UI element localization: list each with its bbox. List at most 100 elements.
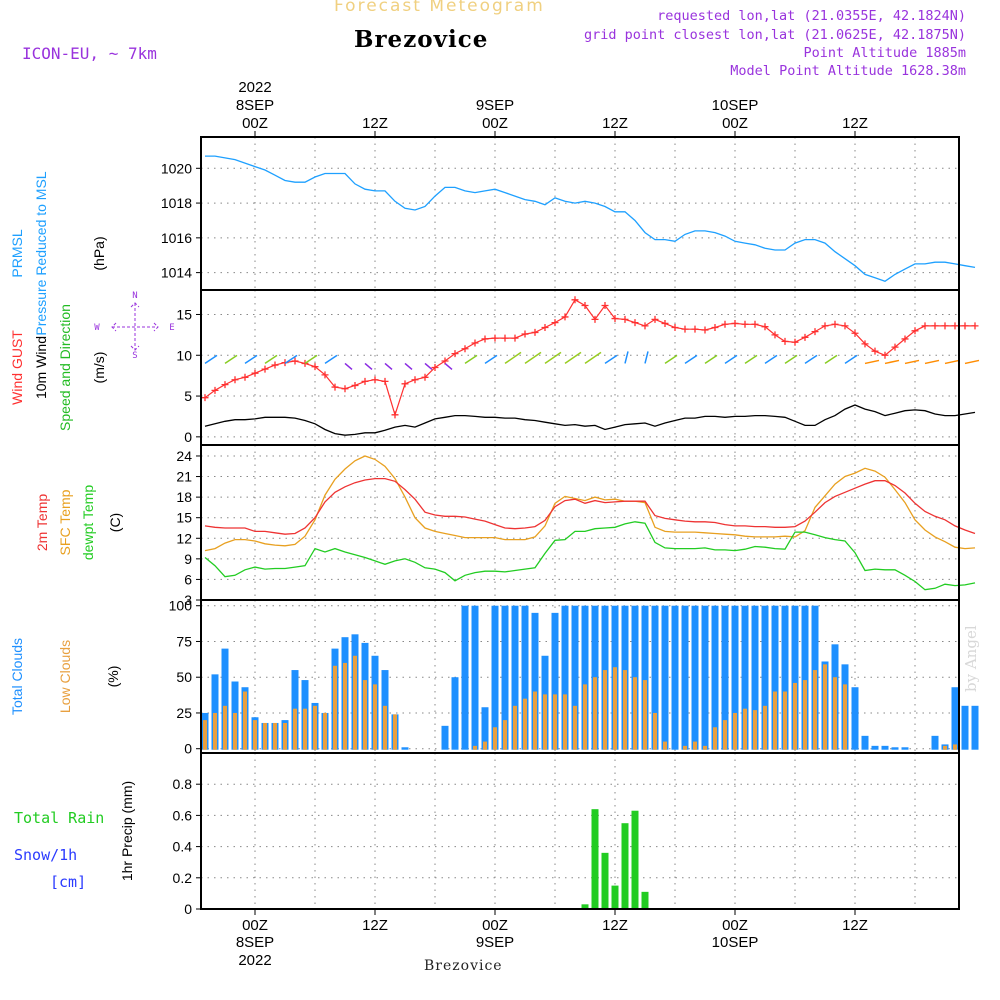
temperature-ylabel-line: (C) [107, 513, 123, 532]
gust-marker [361, 377, 369, 385]
pressure-ylabel-line: (hPa) [91, 236, 107, 270]
gust-marker [651, 315, 659, 323]
low-clouds-bar [553, 694, 557, 750]
total-clouds-bar [851, 687, 859, 750]
gust-marker [321, 371, 329, 379]
low-clouds-bar [723, 720, 727, 750]
total-clouds-bar [551, 612, 559, 750]
total-clouds-bar [681, 605, 689, 750]
wind-direction-arrow [884, 359, 900, 365]
gust-marker [501, 334, 509, 342]
rain-bar [611, 885, 619, 909]
rain-bar [641, 891, 649, 909]
gust-marker [721, 320, 729, 328]
gust-marker [261, 365, 269, 373]
y-tick-label: 1014 [161, 265, 192, 281]
total-clouds-bar [751, 605, 759, 750]
rain-bar [621, 823, 629, 909]
wind-direction-arrow [664, 354, 678, 365]
low-clouds-bar [503, 720, 507, 750]
low-clouds-bar [223, 705, 227, 750]
wind-direction-arrow [404, 362, 413, 370]
data-layer [201, 155, 980, 909]
snow-side-label: Snow/1h [14, 846, 77, 864]
total-clouds-bar [731, 605, 739, 750]
gust-marker [941, 322, 949, 330]
total-clouds-bar [221, 648, 229, 750]
gust-marker [251, 369, 259, 377]
total-clouds-bar [931, 735, 939, 750]
total-clouds-bar [701, 605, 709, 750]
low-clouds-bar [563, 694, 567, 750]
panel-frame [200, 752, 960, 910]
low-clouds-bar [663, 741, 667, 750]
footer-location: Brezovice [424, 958, 503, 974]
pressure-line [205, 155, 976, 283]
wind-direction-arrow [904, 359, 920, 365]
wind-direction-arrow [264, 354, 278, 365]
total-clouds-bar [791, 605, 799, 750]
gust-marker [861, 340, 869, 348]
total-clouds-bar [761, 605, 769, 750]
panel-frames [196, 131, 960, 915]
snow-unit-label: [cm] [50, 873, 86, 891]
wind-direction-arrow [344, 362, 353, 370]
low-clouds-bar [783, 691, 787, 750]
temperature-ylabel-line: 2m Temp [34, 494, 50, 552]
y-tick-label: 18 [176, 489, 192, 505]
total-clouds-bar [951, 687, 959, 750]
gust-marker [961, 322, 969, 330]
wind-direction-arrow [284, 354, 298, 365]
total-clouds-bar [781, 605, 789, 750]
wind-direction-arrow [324, 354, 338, 365]
low-clouds-bar [533, 691, 537, 750]
wind-direction-arrow [484, 354, 498, 365]
gust-marker [641, 322, 649, 330]
gust-marker [711, 324, 719, 332]
low-clouds-bar [733, 712, 737, 750]
total-clouds-bar [711, 605, 719, 750]
temperature-ylabel-line: SFC Temp [57, 489, 73, 555]
wind-ylabel-line: Speed and Direction [57, 304, 73, 431]
low-clouds-bar [713, 727, 717, 750]
low-clouds-bar [273, 722, 277, 750]
gust-marker [831, 320, 839, 328]
bottom-day-label: 8SEP [236, 934, 274, 951]
gust-marker [611, 315, 619, 323]
label-layer: 1014 1016 1018 1020 0 5 10 15 3 6 9 12 15 18 21 24 0 25 50… [9, 79, 868, 969]
low-clouds-bar [833, 677, 837, 750]
gust-marker [441, 357, 449, 365]
y-tick-label: 0.4 [173, 839, 193, 855]
model-label: ICON-EU, ~ 7km [22, 44, 157, 63]
y-tick-label: 1016 [161, 230, 192, 246]
pressure-ylabel-line: Pressure Reduced to MSL [33, 171, 49, 335]
wind-direction-arrow [444, 362, 453, 370]
gust-marker [671, 324, 679, 332]
gust-marker [201, 394, 209, 402]
wind-direction-arrow [244, 354, 258, 365]
wind-direction-arrow [804, 354, 818, 365]
gust-marker [701, 326, 709, 334]
bottom-time-label: 00Z [482, 917, 508, 934]
wind-direction-arrow [724, 354, 738, 365]
gust-marker [781, 337, 789, 345]
gust-marker [561, 313, 569, 321]
rain-bar [601, 852, 609, 909]
wind-direction-arrow [964, 359, 980, 365]
bottom-time-label: 00Z [722, 917, 748, 934]
bottom-time-label: 12Z [842, 917, 868, 934]
clouds-ylabel-line: Low Clouds [57, 640, 73, 713]
bottom-day-label: 10SEP [712, 934, 759, 951]
gust-marker [971, 322, 979, 330]
low-clouds-bar [363, 680, 367, 750]
low-clouds-bar [243, 691, 247, 750]
top-time-label: 12Z [362, 115, 388, 132]
low-clouds-bar [823, 664, 827, 750]
gust-marker [811, 328, 819, 336]
y-tick-label: 0.8 [173, 776, 193, 792]
wind-ylabel-line: Wind GUST [9, 330, 25, 405]
low-clouds-bar [373, 684, 377, 750]
grid-layer [201, 137, 959, 910]
gust-marker [411, 376, 419, 384]
gust-marker [841, 322, 849, 330]
